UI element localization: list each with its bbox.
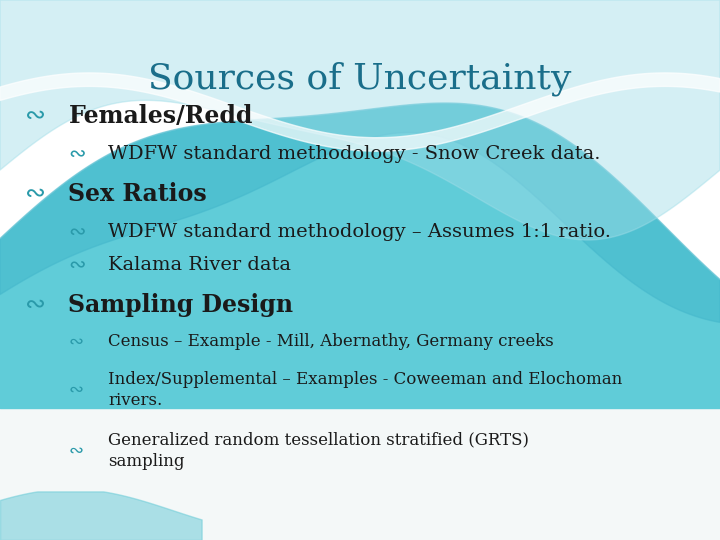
Text: ∾: ∾ <box>25 183 46 206</box>
Text: Sex Ratios: Sex Ratios <box>68 183 207 206</box>
Text: Kalama River data: Kalama River data <box>108 255 291 274</box>
Text: ∾: ∾ <box>68 254 86 275</box>
Text: ∾: ∾ <box>25 293 46 317</box>
Text: Sampling Design: Sampling Design <box>68 293 294 317</box>
Text: Generalized random tessellation stratified (GRTS)
sampling: Generalized random tessellation stratifi… <box>108 431 529 470</box>
Text: WDFW standard methodology - Snow Creek data.: WDFW standard methodology - Snow Creek d… <box>108 145 600 163</box>
Text: WDFW standard methodology – Assumes 1:1 ratio.: WDFW standard methodology – Assumes 1:1 … <box>108 223 611 241</box>
Text: Females/Redd: Females/Redd <box>68 104 253 128</box>
Text: Index/Supplemental – Examples - Coweeman and Elochoman
rivers.: Index/Supplemental – Examples - Coweeman… <box>108 370 622 409</box>
Text: Census – Example - Mill, Abernathy, Germany creeks: Census – Example - Mill, Abernathy, Germ… <box>108 333 554 350</box>
Text: ∾: ∾ <box>68 332 84 350</box>
Text: ∾: ∾ <box>68 442 84 460</box>
Text: ∾: ∾ <box>68 222 86 242</box>
Text: ∾: ∾ <box>68 381 84 399</box>
Text: Sources of Uncertainty: Sources of Uncertainty <box>148 61 572 96</box>
Text: ∾: ∾ <box>68 144 86 164</box>
Text: ∾: ∾ <box>25 104 46 128</box>
